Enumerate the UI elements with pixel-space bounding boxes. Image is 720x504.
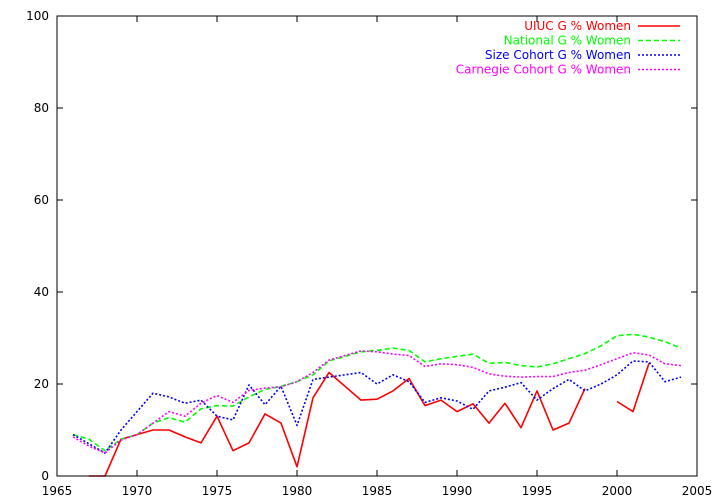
y-tick-label: 80	[34, 101, 49, 115]
series-line	[72, 333, 682, 452]
x-tick-label: 1995	[522, 484, 553, 498]
x-tick-label: 1980	[282, 484, 313, 498]
legend-label: Size Cohort G % Women	[485, 48, 631, 62]
series-line	[616, 363, 650, 413]
plot-frame	[56, 15, 698, 477]
y-tick-label: 60	[34, 193, 49, 207]
x-tick-label: 1975	[202, 484, 233, 498]
x-tick-label: 2005	[682, 484, 713, 498]
series-line	[89, 371, 586, 477]
series-line	[72, 360, 682, 454]
series-line	[72, 350, 682, 454]
x-tick-label: 1985	[362, 484, 393, 498]
ticks-layer: 1965 1970 1975 1980 1985 1990 1995 2000 2005 0 20 4…	[26, 9, 712, 498]
x-tick-label: 2000	[602, 484, 633, 498]
y-tick-label: 0	[41, 469, 49, 483]
legend-label: Carnegie Cohort G % Women	[456, 63, 631, 77]
y-tick-label: 100	[26, 9, 49, 23]
y-tick-label: 20	[34, 377, 49, 391]
series-layer	[72, 333, 682, 477]
legend-label: National G % Women	[504, 34, 631, 48]
x-tick-label: 1970	[122, 484, 153, 498]
y-tick-label: 40	[34, 285, 49, 299]
legend-label: UIUC G % Women	[524, 19, 631, 33]
x-tick-label: 1965	[42, 484, 73, 498]
x-tick-label: 1990	[442, 484, 473, 498]
